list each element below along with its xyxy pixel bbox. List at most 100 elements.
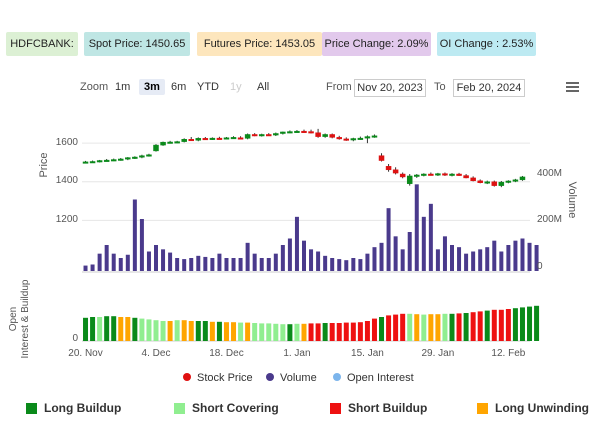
from-label: From [326,81,352,93]
buildup-bar [491,309,497,341]
candle-body [160,141,166,146]
buildup-bar [393,314,399,341]
candle [378,153,385,162]
candle [110,158,117,162]
buildup-bar [407,313,413,341]
buildup-bar [146,319,152,341]
oi-axis-title-line: Open [8,307,19,331]
candle-body [89,161,96,164]
candle [82,160,89,164]
buildup-bar [223,322,229,341]
volume-bar [104,245,109,271]
volume-bar [118,258,123,271]
zoom-all-button[interactable]: All [257,81,270,93]
buildup-bar [386,315,392,341]
oi-axis-title-line: Interest & Buildup [20,279,31,358]
candle-body [251,134,258,137]
zoom-1y-button[interactable]: 1y [230,81,242,93]
x-tick-label: 1. Jan [283,348,310,359]
volume-bar [337,259,342,271]
buildup-bar [231,322,237,341]
candle-body [216,137,223,140]
volume-bar [273,253,278,271]
long-unwinding-swatch [477,403,488,414]
buildup-bar [174,320,180,341]
candle-body [385,166,392,171]
candle-body [266,134,272,137]
volume-bar [266,258,271,271]
candle-body [223,137,230,140]
legend-label: Long Buildup [44,401,122,415]
candle [294,130,300,133]
volume-bar [132,199,137,271]
candle [449,173,455,177]
candle [125,157,131,161]
volume-axis-title: Volume [566,182,578,219]
buildup-bar [498,309,504,341]
candle-body [343,138,350,141]
candle [343,137,350,141]
buildup-bar [519,307,525,341]
zoom-1m-button[interactable]: 1m [115,81,131,93]
zoom-3m-button[interactable]: 3m [139,79,165,95]
legend-item[interactable]: Stock Price [183,372,253,384]
candle-body [322,134,328,137]
candle [406,174,413,186]
legend-item[interactable]: Volume [266,372,317,384]
volume-bar [154,245,158,271]
candle-body [244,134,251,139]
price-axis-title: Price [38,152,50,177]
buildup-bar [336,323,342,341]
volume-bar [316,251,321,271]
legend-item[interactable]: Open Interest [333,372,414,384]
candle [322,133,328,138]
candle-body [350,138,357,141]
volume-bar [217,253,222,271]
hamburger-menu-icon[interactable] [566,82,579,93]
volume-bar [175,258,180,271]
candle-body [301,130,307,133]
volume-bar [309,249,314,271]
candle [301,129,307,133]
volume-bar [111,253,116,271]
buildup-bar [350,322,356,341]
volume-bar [428,203,433,271]
candle [237,136,244,140]
futures-price-text: Futures Price: 1453.05 [203,38,316,50]
price-change-badge: Price Change: 2.09% [322,32,431,56]
zoom-ytd-button[interactable]: YTD [197,81,219,93]
from-date-input[interactable]: Nov 20, 2023 [354,79,426,97]
candle-body [336,137,342,140]
candle [512,178,519,183]
candle [258,133,265,137]
candle [244,133,251,140]
to-date-input[interactable]: Feb 20, 2024 [453,79,525,97]
candle-body [258,134,265,137]
oi-change-text: OI Change : 2.53% [439,38,534,50]
candle [181,138,187,143]
candle-body [399,173,406,178]
volume-bar [294,216,299,271]
zoom-6m-button[interactable]: 6m [171,81,187,93]
buildup-bar [301,323,307,341]
legend-label: Long Unwinding [495,401,589,415]
candle [350,137,357,142]
buildup-bars [83,305,540,341]
candle-body [519,176,526,181]
volume-bar [330,258,335,271]
buildup-bar [188,321,194,341]
candle-body [103,159,110,162]
buildup-bar [125,317,131,341]
candle [266,133,272,137]
buildup-bar [470,312,476,341]
candle [174,140,180,144]
volume-bar [393,236,398,271]
candle [456,172,462,176]
candle [96,159,103,163]
buildup-bar [273,323,279,341]
legend-label: Volume [280,372,317,384]
candle [442,172,448,176]
buildup-bar [421,314,427,341]
legend-label: Short Covering [192,401,279,415]
candle-body [181,139,187,142]
